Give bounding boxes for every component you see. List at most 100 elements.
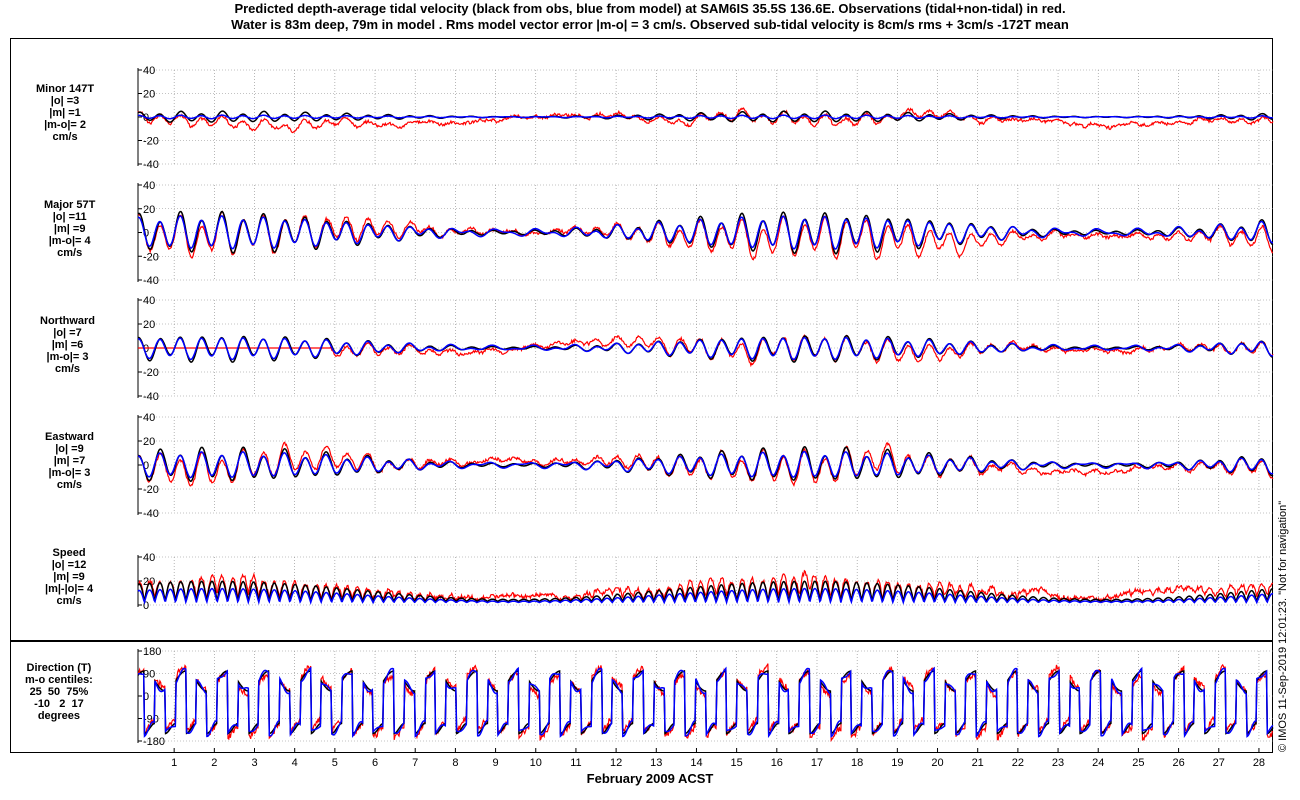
x-tick-label: 22 bbox=[1012, 757, 1024, 769]
east-obs-tidal-series bbox=[137, 446, 1274, 483]
x-tick-label: 21 bbox=[972, 757, 984, 769]
minor-label-line: |m-o|= 2 bbox=[44, 119, 86, 131]
major-label-line: |o| =11 bbox=[52, 211, 87, 223]
east-label-line: |m| =7 bbox=[53, 455, 86, 467]
x-tick-label: 3 bbox=[251, 757, 257, 769]
major-label-line: |m| =9 bbox=[53, 223, 86, 235]
north-label-line: |m-o|= 3 bbox=[46, 351, 89, 363]
east-model-series bbox=[137, 450, 1274, 479]
x-tick-label: 8 bbox=[452, 757, 458, 769]
y-tick-label: -40 bbox=[143, 275, 159, 287]
x-tick-label: 11 bbox=[570, 757, 581, 769]
north-label-line: |o| =7 bbox=[53, 327, 82, 339]
minor-observations-series bbox=[137, 107, 1274, 134]
chart-title-line-1: Predicted depth-average tidal velocity (… bbox=[234, 1, 1066, 16]
x-tick-label: 28 bbox=[1253, 757, 1265, 769]
speed-label-line: |o| =12 bbox=[51, 559, 87, 571]
north-model-series bbox=[138, 336, 1274, 361]
north-label-line: |m| =6 bbox=[51, 339, 84, 351]
y-tick-label: -20 bbox=[143, 484, 159, 496]
y-tick-label: 0 bbox=[143, 228, 149, 240]
minor-model-series bbox=[137, 114, 1273, 120]
y-tick-label: 20 bbox=[143, 204, 155, 216]
y-tick-label: 0 bbox=[143, 600, 149, 612]
x-tick-label: 12 bbox=[610, 757, 622, 769]
speed-label-line: |m| =9 bbox=[53, 571, 85, 583]
x-tick-label: 20 bbox=[931, 757, 943, 769]
x-tick-label: 25 bbox=[1132, 757, 1144, 769]
speed-label-line: cm/s bbox=[56, 595, 82, 607]
speed-model-series bbox=[137, 587, 1274, 606]
minor-label-line: |o| =3 bbox=[50, 95, 80, 107]
east-panel-label: Eastward |o| =9 |m| =7 |m-o|= 3 cm/s bbox=[45, 431, 94, 491]
y-tick-label: 90 bbox=[143, 669, 155, 681]
major-model-series bbox=[137, 215, 1274, 250]
major-label-line: Major 57T bbox=[44, 199, 96, 211]
x-tick-label: 5 bbox=[332, 757, 338, 769]
x-tick-label: 16 bbox=[771, 757, 783, 769]
minor-label-line: Minor 147T bbox=[36, 83, 95, 95]
direction-panel-frame bbox=[10, 641, 1273, 753]
east-label-line: |m-o|= 3 bbox=[48, 467, 91, 479]
speed-label-line: Speed bbox=[52, 547, 86, 559]
major-panel-label: Major 57T |o| =11 |m| =9 |m-o|= 4 cm/s bbox=[44, 199, 95, 259]
y-tick-label: 40 bbox=[143, 552, 155, 564]
y-tick-label: 40 bbox=[143, 65, 155, 77]
x-tick-label: 15 bbox=[731, 757, 743, 769]
direction-obs-tidal-series bbox=[137, 670, 1274, 735]
x-tick-label: 6 bbox=[372, 757, 378, 769]
minor-label-line: |m| =1 bbox=[49, 107, 81, 119]
direction-label-line: 25 50 75% bbox=[29, 686, 89, 698]
y-tick-label: -40 bbox=[143, 159, 159, 171]
major-observations-series bbox=[137, 210, 1273, 261]
y-tick-label: 0 bbox=[143, 691, 149, 703]
chart-title-line-2: Water is 83m deep, 79m in model . Rms mo… bbox=[231, 17, 1069, 32]
major-label-line: cm/s bbox=[57, 247, 83, 259]
direction-label-line: Direction (T) bbox=[26, 662, 92, 674]
x-tick-label: 18 bbox=[851, 757, 863, 769]
y-tick-label: 40 bbox=[143, 295, 155, 307]
x-tick-label: 19 bbox=[891, 757, 903, 769]
credit-text: © IMOS 11-Sep-2019 12:01:23. "Not for na… bbox=[1277, 500, 1289, 752]
direction-panel-label: Direction (T) m-o centiles: 25 50 75% -10 2… bbox=[25, 662, 93, 722]
x-tick-label: 10 bbox=[530, 757, 542, 769]
y-tick-label: -40 bbox=[143, 508, 159, 520]
east-label-line: |o| =9 bbox=[55, 443, 84, 455]
x-tick-label: 7 bbox=[412, 757, 418, 769]
major-label-line: |m-o|= 4 bbox=[48, 235, 91, 247]
x-tick-label: 23 bbox=[1052, 757, 1064, 769]
velocity-panels-frame bbox=[10, 38, 1273, 641]
x-tick-label: 1 bbox=[171, 757, 177, 769]
x-tick-label: 26 bbox=[1172, 757, 1184, 769]
speed-panel-label: Speed |o| =12 |m| =9 |m|-|o|= 4 cm/s bbox=[45, 547, 93, 607]
direction-label-line: -10 2 17 bbox=[34, 698, 84, 710]
y-tick-label: 20 bbox=[143, 89, 155, 101]
y-tick-label: 0 bbox=[143, 460, 149, 472]
speed-obs-tidal-series bbox=[137, 580, 1274, 604]
east-observations-series bbox=[137, 441, 1274, 488]
minor-label-line: cm/s bbox=[52, 131, 78, 143]
speed-label-line: |m|-|o|= 4 bbox=[45, 583, 94, 595]
y-tick-label: 20 bbox=[143, 319, 155, 331]
x-tick-label: 9 bbox=[493, 757, 499, 769]
x-tick-label: 14 bbox=[690, 757, 702, 769]
x-tick-label: 2 bbox=[211, 757, 217, 769]
north-panel-label: Northward |o| =7 |m| =6 |m-o|= 3 cm/s bbox=[40, 315, 95, 375]
x-tick-label: 24 bbox=[1092, 757, 1104, 769]
y-tick-label: 40 bbox=[143, 412, 155, 424]
x-tick-label: 13 bbox=[650, 757, 662, 769]
y-tick-label: -20 bbox=[143, 367, 159, 379]
y-tick-label: -20 bbox=[143, 136, 159, 148]
east-label-line: cm/s bbox=[56, 479, 82, 491]
minor-panel-label: Minor 147T |o| =3 |m| =1 |m-o|= 2 cm/s bbox=[36, 83, 94, 143]
direction-label-line: degrees bbox=[37, 710, 81, 722]
east-label-line: Eastward bbox=[45, 431, 94, 443]
y-tick-label: 20 bbox=[143, 436, 155, 448]
north-label-line: Northward bbox=[40, 315, 95, 327]
x-axis-label: February 2009 ACST bbox=[586, 771, 714, 786]
y-tick-label: 40 bbox=[143, 180, 155, 192]
y-tick-label: -180 bbox=[143, 736, 165, 748]
x-tick-label: 27 bbox=[1213, 757, 1225, 769]
direction-model-series bbox=[137, 666, 1274, 739]
